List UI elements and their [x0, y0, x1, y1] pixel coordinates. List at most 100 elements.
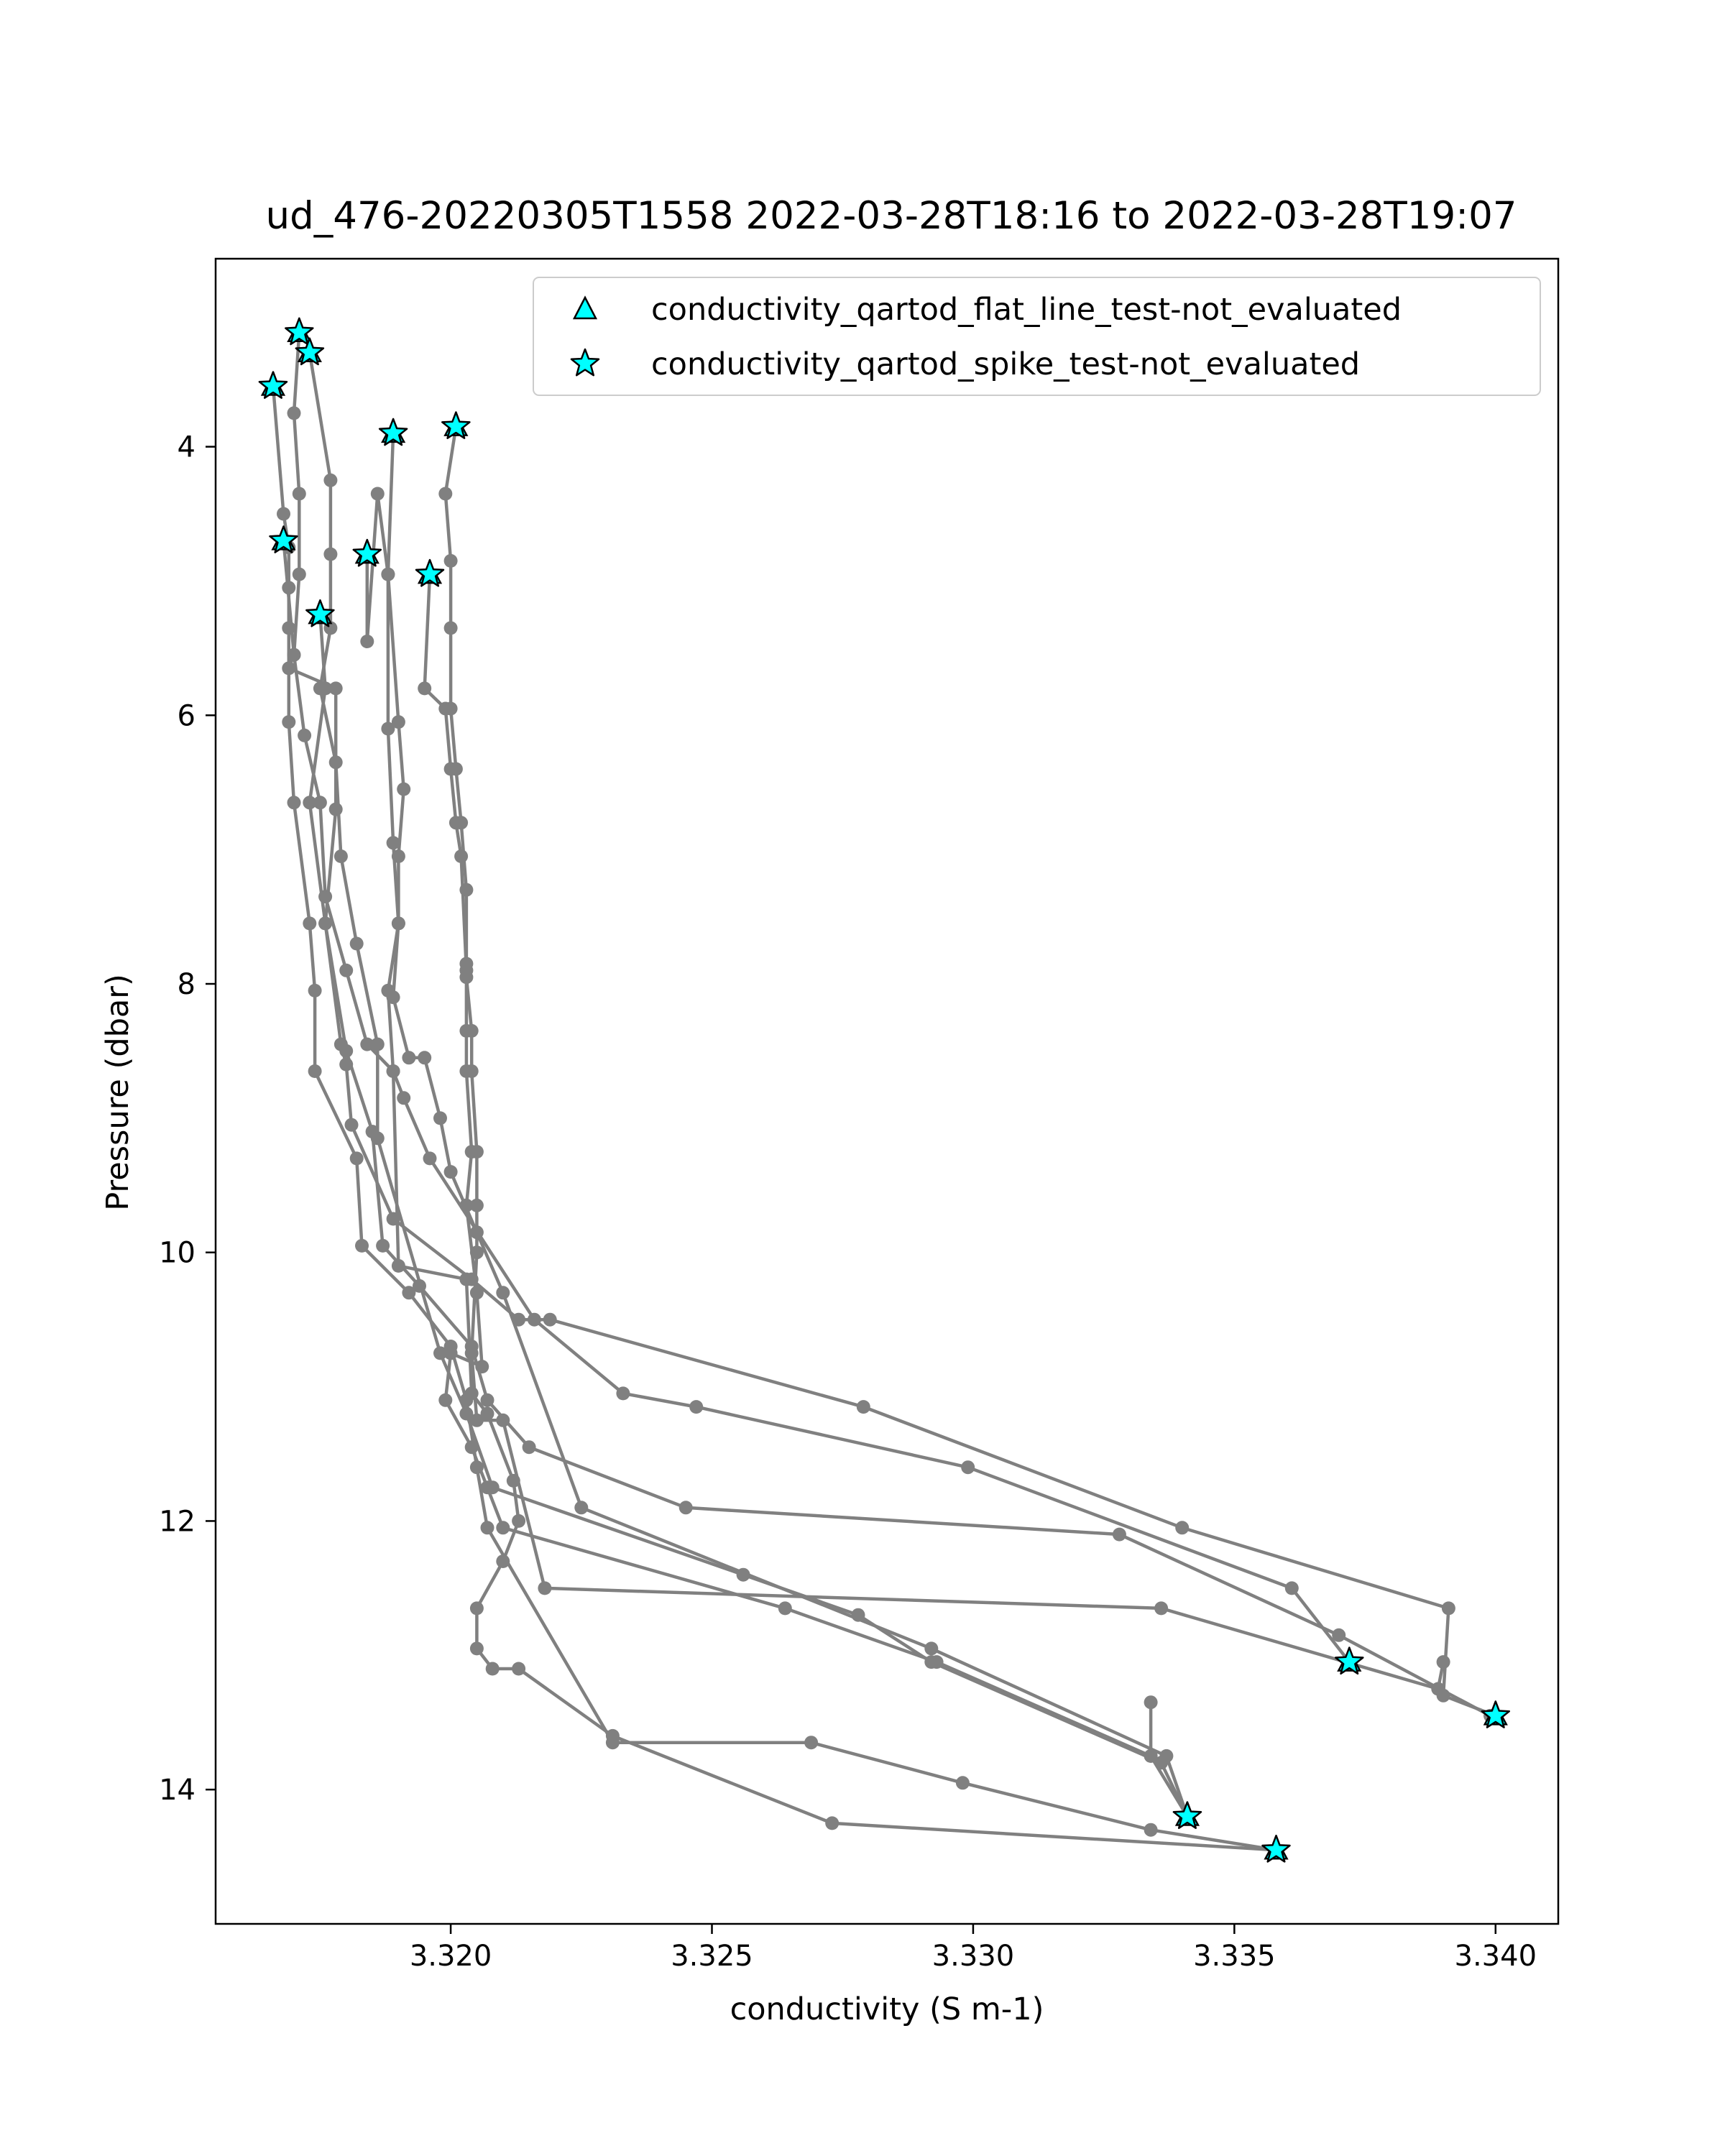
data-point — [413, 1279, 426, 1293]
data-point — [443, 553, 458, 568]
data-point — [1284, 1581, 1299, 1595]
data-point — [1175, 1521, 1190, 1535]
legend-label: conductivity_qartod_flat_line_test-not_e… — [651, 292, 1402, 328]
data-point — [423, 1151, 437, 1166]
data-point — [323, 547, 338, 561]
data-point — [287, 648, 301, 662]
data-point — [480, 1521, 494, 1535]
data-point — [616, 1386, 630, 1401]
data-point — [469, 1198, 484, 1212]
data-point — [961, 1460, 975, 1475]
data-point — [527, 1312, 541, 1327]
chart-title: ud_476-20220305T1558 2022-03-28T18:16 to… — [265, 194, 1517, 238]
data-point — [328, 755, 343, 770]
spike-flag-marker — [1334, 1646, 1364, 1675]
data-point — [496, 1286, 510, 1300]
data-point — [459, 1272, 474, 1286]
data-point — [370, 487, 385, 501]
data-point — [443, 1165, 458, 1179]
data-point — [282, 621, 296, 635]
data-point — [1144, 1749, 1158, 1763]
x-tick-label: 3.320 — [410, 1940, 492, 1973]
data-point — [339, 1057, 354, 1072]
data-point — [464, 1064, 479, 1078]
data-point — [496, 1554, 510, 1568]
y-tick-label: 6 — [178, 699, 196, 732]
data-point — [303, 916, 317, 931]
data-point — [349, 1151, 364, 1166]
data-point — [469, 1145, 484, 1159]
data-point — [370, 1131, 385, 1146]
spike-flag-marker — [305, 599, 335, 627]
data-point — [678, 1501, 693, 1515]
data-point — [856, 1400, 870, 1414]
data-point — [443, 621, 458, 635]
x-tick-label: 3.335 — [1193, 1940, 1276, 1973]
data-point — [391, 1258, 405, 1273]
data-point — [825, 1816, 840, 1830]
data-point — [736, 1567, 750, 1582]
data-point — [438, 1393, 453, 1407]
data-point — [386, 990, 400, 1005]
data-point — [397, 782, 411, 796]
data-point — [459, 1198, 474, 1212]
spike-flag-marker — [1261, 1834, 1291, 1863]
data-point — [804, 1736, 819, 1750]
data-point — [318, 916, 333, 931]
data-point — [402, 1051, 416, 1065]
spike-flag-marker — [1172, 1801, 1202, 1829]
data-point — [512, 1312, 526, 1327]
y-tick-label: 10 — [159, 1237, 196, 1270]
spike-flag-marker — [269, 525, 298, 553]
data-point — [1154, 1601, 1169, 1616]
data-point — [459, 1406, 474, 1421]
y-tick-label: 8 — [178, 968, 196, 1001]
legend: conductivity_qartod_flat_line_test-not_e… — [533, 277, 1541, 396]
data-point — [778, 1601, 792, 1616]
data-point — [287, 796, 301, 810]
data-point — [522, 1440, 536, 1455]
data-point — [459, 957, 474, 971]
data-point — [277, 507, 290, 521]
data-point — [851, 1608, 865, 1622]
spike-flag-marker — [258, 371, 288, 399]
data-point — [282, 661, 296, 676]
data-point — [1441, 1601, 1455, 1616]
y-tick-label: 4 — [178, 431, 196, 464]
data-point — [381, 567, 395, 581]
series-layer — [271, 332, 1496, 1852]
data-point — [391, 715, 405, 729]
data-point — [469, 1601, 484, 1616]
spike-flag-marker — [285, 317, 314, 346]
data-point — [370, 1037, 385, 1051]
data-point — [308, 1064, 322, 1078]
y-axis: 4 6 8 10 12 14 — [159, 431, 216, 1807]
data-point — [689, 1400, 704, 1414]
data-point — [287, 406, 301, 420]
profile-line-4 — [282, 540, 1351, 1663]
data-point — [464, 1386, 479, 1401]
x-tick-label: 3.330 — [932, 1940, 1015, 1973]
data-point — [318, 890, 333, 904]
data-point — [339, 963, 354, 977]
legend-star-icon — [570, 348, 600, 377]
data-point — [418, 1051, 432, 1065]
spike-flag-marker — [352, 538, 382, 567]
data-point — [344, 1118, 359, 1132]
data-point — [459, 883, 474, 897]
data-point — [355, 1238, 369, 1253]
data-point — [282, 715, 296, 729]
data-point — [391, 916, 405, 931]
spike-flag-marker — [295, 337, 325, 366]
data-point — [475, 1360, 489, 1374]
data-point — [496, 1521, 510, 1535]
spike-flag-marker — [415, 558, 445, 587]
data-point — [303, 796, 317, 810]
data-point — [469, 1225, 484, 1240]
data-point — [418, 681, 432, 696]
spike-flag-marker — [378, 418, 408, 446]
data-point — [1431, 1682, 1445, 1696]
data-point — [543, 1312, 557, 1327]
data-point — [386, 1212, 400, 1226]
x-axis-label: conductivity (S m-1) — [730, 1991, 1044, 2027]
